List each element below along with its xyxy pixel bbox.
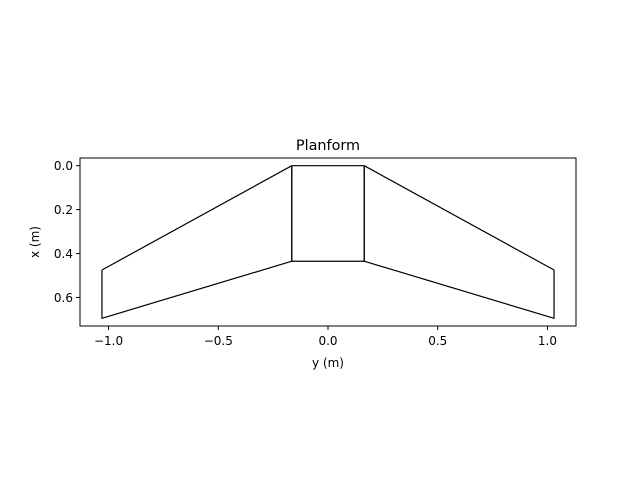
y-tick-label: 0.2	[54, 203, 73, 217]
x-axis-ticks: −1.0 −0.5 0.0 0.5 1.0	[94, 326, 557, 348]
planform-panel-3	[363, 165, 555, 319]
y-axis-ticks: 0.0 0.2 0.4 0.6	[54, 159, 80, 305]
x-tick-label: 0.5	[428, 334, 447, 348]
x-tick-label: 1.0	[538, 334, 557, 348]
y-tick-label: 0.6	[54, 291, 73, 305]
x-tick-label: −1.0	[94, 334, 123, 348]
chart-title: Planform	[296, 138, 360, 154]
x-tick-label: −0.5	[204, 334, 233, 348]
plot-lines	[101, 165, 555, 319]
x-tick-label: 0.0	[318, 334, 337, 348]
x-axis-label: y (m)	[312, 356, 344, 370]
y-tick-label: 0.0	[54, 159, 73, 173]
y-axis-label: x (m)	[28, 226, 42, 258]
y-tick-label: 0.4	[54, 247, 73, 261]
